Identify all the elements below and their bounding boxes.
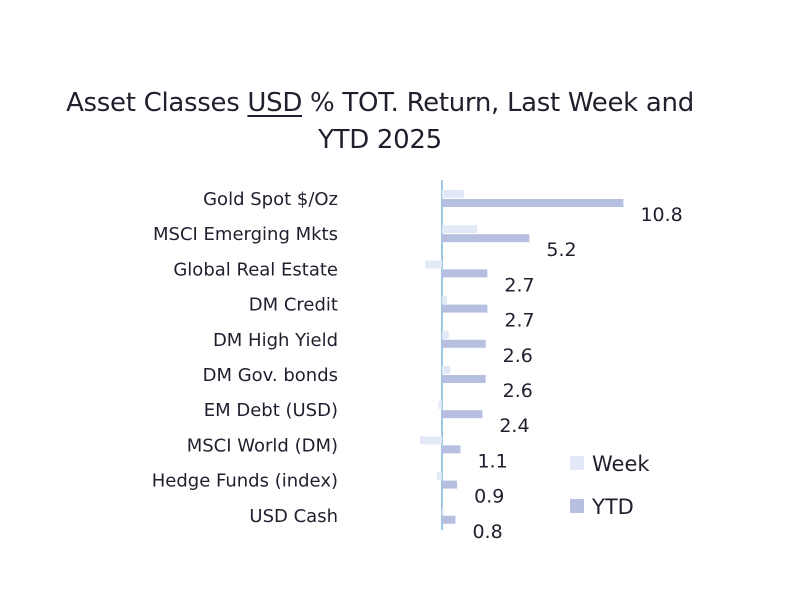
week-bar (436, 471, 442, 480)
category-label: USD Cash (249, 506, 338, 527)
category-label: DM Gov. bonds (203, 365, 338, 386)
chart-title-part-1: Asset Classes (66, 88, 248, 118)
chart-title-line-1: Asset Classes USD % TOT. Return, Last We… (0, 88, 760, 118)
ytd-value-label: 2.7 (504, 310, 534, 332)
legend-label: Week (592, 452, 650, 476)
week-bar (442, 295, 448, 304)
ytd-value-label: 2.6 (503, 380, 533, 402)
ytd-bar (442, 515, 456, 524)
ytd-value-label: 2.4 (499, 415, 529, 437)
week-bar (442, 225, 478, 234)
ytd-bar (442, 480, 458, 489)
ytd-bar (442, 304, 488, 313)
category-label: Global Real Estate (173, 259, 338, 280)
week-bar (442, 366, 451, 374)
chart-title-line-2: YTD 2025 (318, 125, 442, 155)
week-bar (438, 401, 442, 410)
category-label: MSCI Emerging Mkts (153, 224, 338, 245)
category-label: Hedge Funds (index) (152, 471, 338, 492)
category-label: MSCI World (DM) (187, 435, 338, 456)
ytd-value-label: 2.6 (503, 345, 533, 367)
ytd-bar (442, 269, 488, 278)
category-label: DM High Yield (213, 330, 338, 351)
legend-label: YTD (591, 495, 634, 519)
legend-swatch (570, 456, 584, 470)
legend-swatch (570, 499, 584, 513)
week-bar (442, 330, 449, 339)
chart-title-part-2: % TOT. Return, Last Week and (302, 88, 694, 118)
week-bar (425, 260, 442, 269)
category-label: DM Credit (249, 295, 338, 316)
week-bar (442, 190, 464, 198)
ytd-value-label: 2.7 (504, 274, 534, 296)
category-label: Gold Spot $/Oz (203, 189, 338, 210)
ytd-value-label: 10.8 (640, 204, 682, 226)
ytd-value-label: 0.9 (474, 486, 504, 508)
ytd-value-label: 1.1 (477, 450, 507, 472)
ytd-bar (442, 234, 530, 243)
ytd-value-label: 0.8 (472, 521, 502, 543)
ytd-bar (442, 445, 461, 454)
category-label: EM Debt (USD) (204, 400, 338, 421)
ytd-bar (442, 375, 486, 383)
ytd-bar (442, 339, 486, 348)
ytd-value-label: 5.2 (546, 239, 576, 261)
week-bar (420, 436, 442, 445)
chart-title-currency: USD (247, 88, 303, 118)
ytd-bar (442, 199, 624, 207)
week-bar (442, 506, 444, 515)
ytd-bar (442, 410, 483, 419)
